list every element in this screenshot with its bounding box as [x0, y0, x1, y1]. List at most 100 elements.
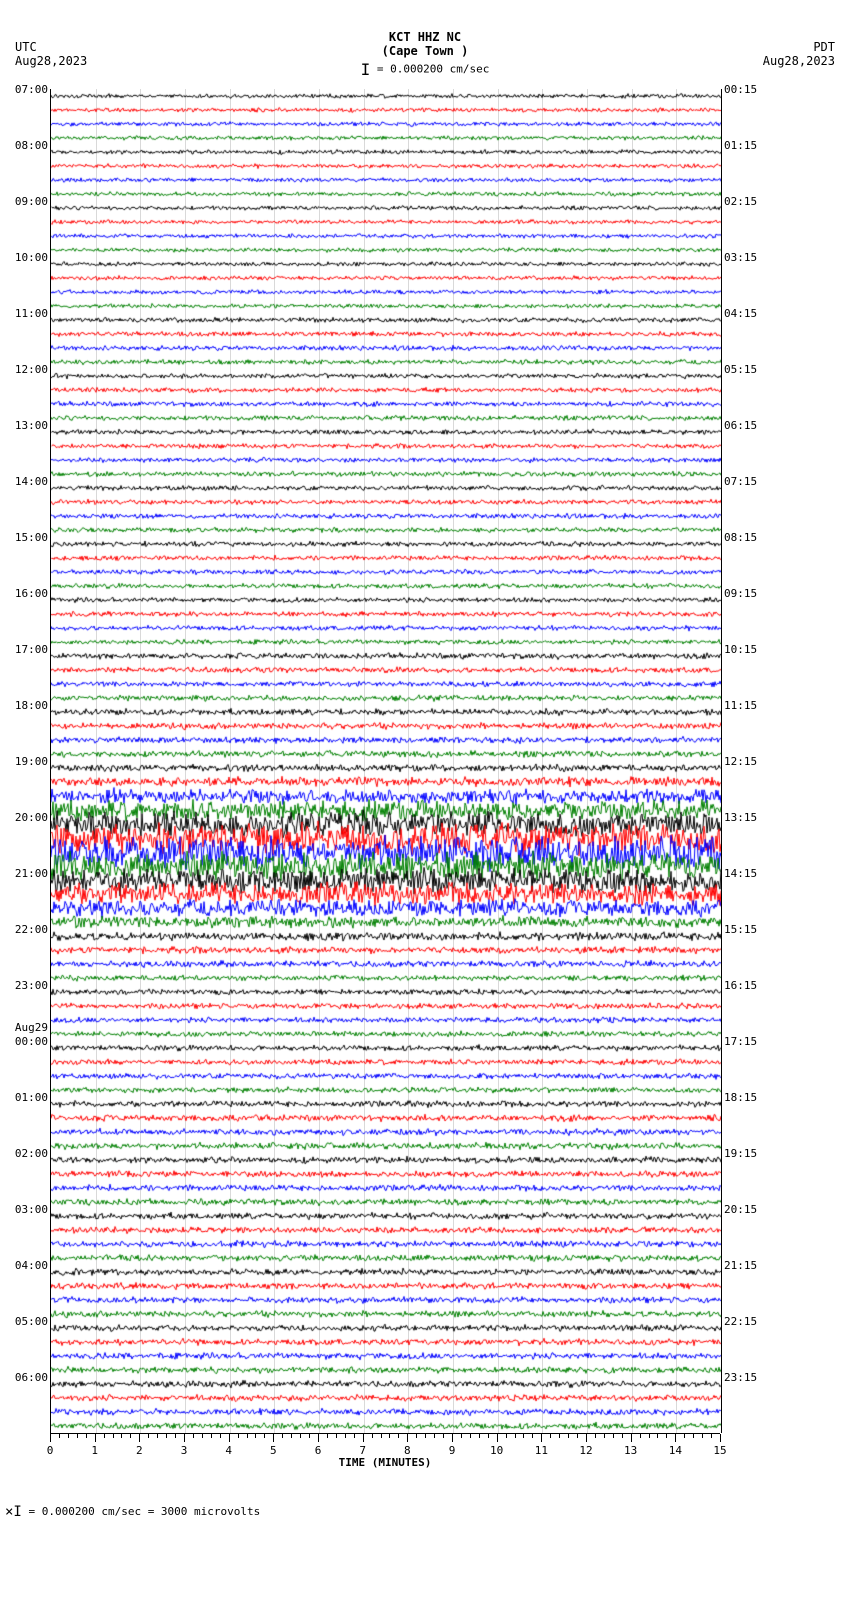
x-tick-minor [577, 1434, 578, 1438]
x-tick-minor [264, 1434, 265, 1438]
seismic-trace [51, 1363, 721, 1377]
trace-row [51, 1055, 721, 1069]
seismic-trace [51, 285, 721, 299]
trace-row [51, 971, 721, 985]
seismic-trace [51, 397, 721, 411]
x-tick-label: 14 [669, 1444, 682, 1457]
x-tick-minor [113, 1434, 114, 1438]
x-tick-minor [282, 1434, 283, 1438]
seismic-trace [51, 1027, 721, 1041]
seismic-trace [51, 1139, 721, 1153]
x-tick-minor [425, 1434, 426, 1438]
footer: ×I = 0.000200 cm/sec = 3000 microvolts [0, 1504, 850, 1520]
trace-row [51, 215, 721, 229]
seismic-trace [51, 1251, 721, 1265]
seismic-trace [51, 1307, 721, 1321]
x-tick-major [229, 1434, 230, 1442]
x-tick-major [497, 1434, 498, 1442]
trace-row [51, 383, 721, 397]
trace-row: 13:0006:15 [51, 425, 721, 439]
x-tick-minor [649, 1434, 650, 1438]
utc-time-label: 12:00 [3, 363, 48, 376]
left-timezone: UTC [15, 40, 87, 54]
trace-row [51, 719, 721, 733]
trace-row [51, 1167, 721, 1181]
x-tick-minor [157, 1434, 158, 1438]
seismic-trace [51, 89, 721, 103]
seismic-trace [51, 509, 721, 523]
seismic-trace [51, 1013, 721, 1027]
x-tick-major [541, 1434, 542, 1442]
seismic-trace [51, 1041, 721, 1055]
utc-time-label: 02:00 [3, 1147, 48, 1160]
x-axis-title: TIME (MINUTES) [339, 1456, 432, 1469]
local-time-label: 22:15 [724, 1315, 769, 1328]
seismic-trace [51, 999, 721, 1013]
seismic-trace [51, 943, 721, 957]
seismic-trace [51, 677, 721, 691]
x-tick-minor [59, 1434, 60, 1438]
trace-row [51, 1419, 721, 1433]
trace-row [51, 229, 721, 243]
x-tick-label: 15 [713, 1444, 726, 1457]
seismic-trace [51, 187, 721, 201]
trace-row [51, 327, 721, 341]
trace-row: 02:0019:15 [51, 1153, 721, 1167]
seismic-trace [51, 495, 721, 509]
date-label: Aug29 [3, 1021, 48, 1034]
seismic-trace [51, 341, 721, 355]
x-tick-minor [86, 1434, 87, 1438]
trace-row [51, 1139, 721, 1153]
x-tick-label: 10 [490, 1444, 503, 1457]
scale-text: = 0.000200 cm/sec [377, 63, 490, 76]
trace-row [51, 565, 721, 579]
seismic-trace [51, 201, 721, 215]
seismic-trace [51, 1153, 721, 1167]
local-time-label: 15:15 [724, 923, 769, 936]
seismic-trace [51, 1419, 721, 1433]
utc-time-label: 00:00 [3, 1035, 48, 1048]
x-tick-minor [684, 1434, 685, 1438]
header-right: PDT Aug28,2023 [763, 40, 835, 68]
seismic-trace [51, 635, 721, 649]
seismic-trace [51, 1335, 721, 1349]
seismic-trace [51, 1181, 721, 1195]
scale-indicator: I = 0.000200 cm/sec [0, 60, 850, 79]
seismic-trace [51, 957, 721, 971]
trace-row [51, 915, 721, 929]
trace-row [51, 1405, 721, 1419]
seismic-trace [51, 1293, 721, 1307]
x-tick-label: 5 [270, 1444, 277, 1457]
x-tick-label: 11 [535, 1444, 548, 1457]
trace-row: 12:0005:15 [51, 369, 721, 383]
trace-row [51, 103, 721, 117]
local-time-label: 02:15 [724, 195, 769, 208]
trace-row [51, 341, 721, 355]
x-tick-major [452, 1434, 453, 1442]
local-time-label: 06:15 [724, 419, 769, 432]
seismic-trace [51, 103, 721, 117]
seismic-trace [51, 229, 721, 243]
x-tick-minor [666, 1434, 667, 1438]
local-time-label: 13:15 [724, 811, 769, 824]
x-tick-minor [568, 1434, 569, 1438]
x-tick-major [95, 1434, 96, 1442]
utc-time-label: 22:00 [3, 923, 48, 936]
local-time-label: 11:15 [724, 699, 769, 712]
trace-row [51, 1013, 721, 1027]
x-tick-major [407, 1434, 408, 1442]
trace-row [51, 1279, 721, 1293]
x-tick-minor [702, 1434, 703, 1438]
seismic-trace [51, 313, 721, 327]
trace-row: 06:0023:15 [51, 1377, 721, 1391]
x-tick-label: 0 [47, 1444, 54, 1457]
seismic-trace [51, 691, 721, 705]
x-tick-major [586, 1434, 587, 1442]
x-tick-minor [613, 1434, 614, 1438]
seismic-trace [51, 173, 721, 187]
x-tick-minor [211, 1434, 212, 1438]
utc-time-label: 16:00 [3, 587, 48, 600]
right-timezone: PDT [763, 40, 835, 54]
trace-row: 16:0009:15 [51, 593, 721, 607]
trace-row [51, 509, 721, 523]
